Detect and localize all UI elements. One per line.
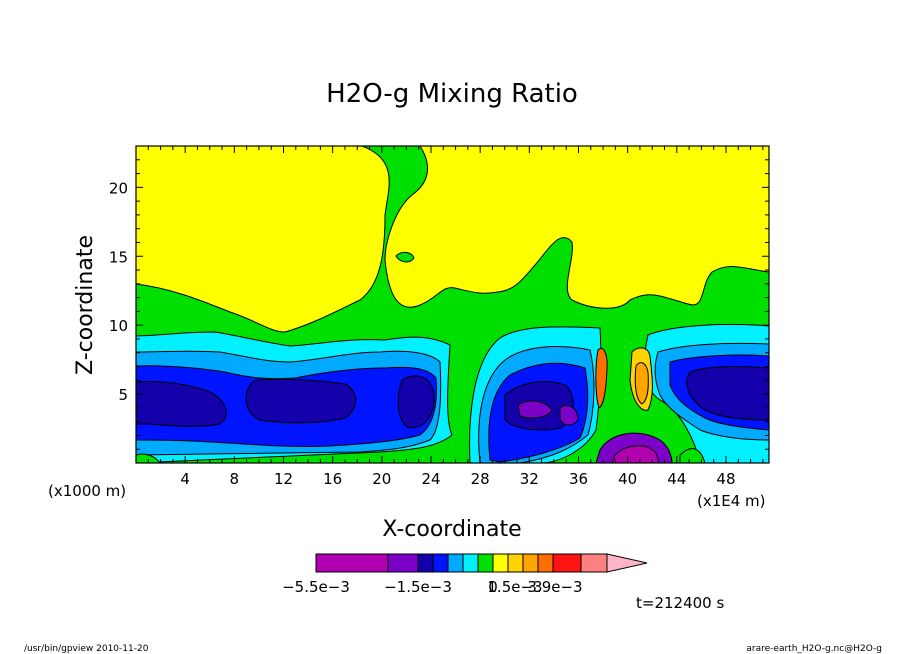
colorbar-swatch [417,553,434,573]
colorbar-label: 1.5e−3 [487,578,542,596]
x-tick-label: 44 [667,470,686,488]
colorbar: −5.5e−3 −1.5e−3 01.5e−33.9e−3 [282,553,648,596]
x-axis-title: X-coordinate [382,517,521,542]
x-tick-label: 32 [520,470,539,488]
x-tick-label: 48 [716,470,735,488]
contour-peak-red [595,347,608,409]
y-tick-label: 20 [109,179,128,197]
colorbar-swatch [522,553,539,573]
x-tick-label: 16 [323,470,342,488]
contour-band-navy [136,366,769,431]
x-tick-label: 20 [372,470,391,488]
colorbar-swatch [552,553,582,573]
y-tick-label: 15 [109,248,128,266]
colorbar-label: 3.9e−3 [527,578,582,596]
colorbar-label: −5.5e−3 [282,578,350,596]
time-label: t=212400 s [636,594,724,612]
x-tick-label: 24 [421,470,440,488]
plot-area [136,146,769,463]
x-unit-left: (x1000 m) [48,482,126,500]
colorbar-swatch [315,553,389,573]
colorbar-swatch [462,553,479,573]
colorbar-swatch [387,553,419,573]
footer-left: /usr/bin/gpview 2010-11-20 [24,644,149,654]
colorbar-swatch [477,553,494,573]
x-tick-label: 28 [471,470,490,488]
y-tick-label: 5 [118,386,128,404]
colorbar-swatch [447,553,464,573]
x-tick-label: 12 [274,470,293,488]
x-tick-label: 36 [569,470,588,488]
x-unit-right: (x1E4 m) [697,492,766,510]
colorbar-swatch [492,553,509,573]
colorbar-swatch [432,553,449,573]
contour-band-bottom-green [136,448,706,463]
x-tick-label: 40 [618,470,637,488]
colorbar-label: 0 [488,578,498,596]
footer-right: arare-earth_H2O-g.nc@H2O-g [746,644,882,654]
y-tick-label: 10 [109,317,128,335]
colorbar-swatch [507,553,524,573]
y-axis-title: Z-coordinate [73,235,98,375]
colorbar-swatch [537,553,554,573]
colorbar-label: −1.5e−3 [384,578,452,596]
contour-island-green [395,251,415,263]
plot-border [135,145,770,464]
colorbar-swatch [580,553,608,573]
colorbar-extension-arrow [606,553,648,573]
chart-title: H2O-g Mixing Ratio [326,79,578,109]
contour-peak-orange [634,362,649,405]
plot-frame [135,145,770,464]
x-tick-label: 8 [230,470,240,488]
x-tick-label: 4 [180,470,190,488]
